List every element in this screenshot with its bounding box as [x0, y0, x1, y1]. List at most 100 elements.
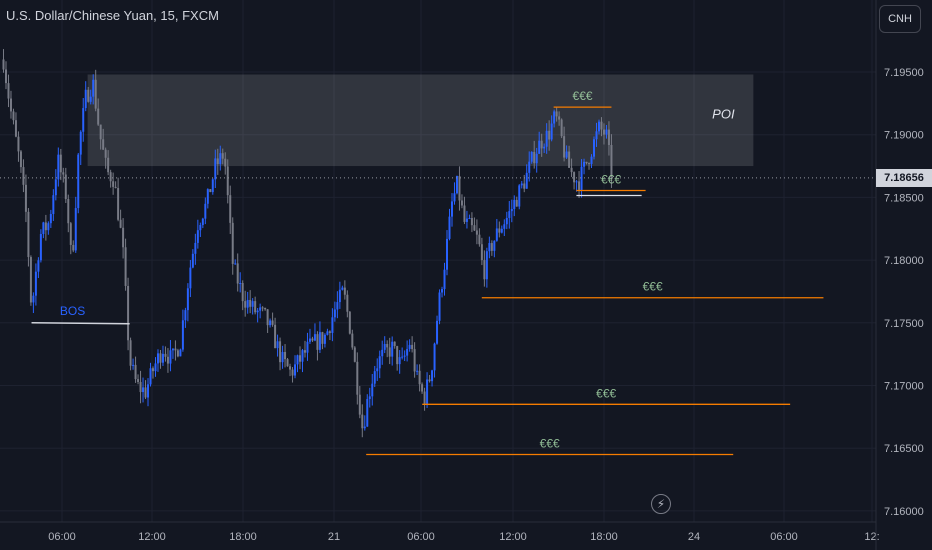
candle-body: [229, 195, 232, 223]
candle-body: [219, 153, 222, 165]
candle-body: [597, 121, 600, 132]
candle-body: [179, 349, 182, 357]
candle-body: [251, 301, 254, 307]
bos-line: [31, 322, 130, 325]
candle-body: [279, 341, 282, 363]
candle-body: [443, 269, 446, 290]
candle-body: [211, 179, 214, 193]
candle-body: [505, 217, 508, 225]
candle-body: [92, 79, 95, 97]
candle-body: [558, 116, 561, 120]
candle-body: [67, 199, 70, 224]
candle-body: [406, 348, 409, 356]
candle-body: [588, 163, 591, 165]
candle-body: [214, 158, 217, 180]
lightning-icon[interactable]: ⚡: [651, 494, 671, 514]
candle-body: [351, 333, 354, 348]
candle-body: [575, 181, 578, 183]
candle-body: [323, 334, 326, 344]
poi-zone: [87, 74, 754, 167]
candle-body: [388, 347, 391, 357]
candle-body: [42, 222, 45, 235]
candle-body: [104, 149, 107, 158]
candle-body: [356, 361, 359, 395]
candle-body: [276, 341, 279, 349]
candle-body: [538, 140, 541, 154]
candle-body: [154, 363, 157, 372]
candle-body: [326, 331, 329, 335]
x-tick-label: 18:00: [229, 531, 257, 543]
candle-body: [176, 350, 179, 357]
candle-body: [431, 370, 434, 382]
candle-body: [535, 153, 538, 164]
candle-body: [421, 384, 424, 392]
candle-body: [204, 203, 207, 219]
candle-body: [488, 243, 491, 252]
chart-title: U.S. Dollar/Chinese Yuan, 15, FXCM: [6, 8, 219, 23]
candle-body: [166, 356, 169, 364]
y-tick-label: 7.19500: [884, 67, 924, 79]
candle-body: [303, 350, 306, 353]
candle-body: [269, 320, 272, 326]
candle-body: [266, 309, 269, 326]
x-tick-label: 12:00: [138, 531, 166, 543]
candle-body: [296, 355, 299, 365]
candle-body: [450, 201, 453, 217]
candle-body: [530, 151, 533, 162]
candle-body: [533, 151, 536, 164]
candle-body: [286, 359, 289, 367]
candle-body: [585, 161, 588, 164]
candle-body: [545, 130, 548, 147]
candle-body: [383, 343, 386, 350]
candle-body: [386, 343, 389, 348]
candle-body: [313, 334, 316, 341]
currency-button[interactable]: CNH: [879, 5, 921, 33]
candle-body: [37, 260, 40, 272]
candle-body: [241, 283, 244, 302]
candle-body: [453, 193, 456, 202]
candle-body: [413, 349, 416, 372]
candle-body: [189, 267, 192, 289]
candle-body: [438, 292, 441, 321]
y-tick-label: 7.16500: [884, 443, 924, 455]
candle-body: [416, 370, 419, 372]
candle-body: [470, 218, 473, 226]
candle-body: [343, 287, 346, 295]
candle-body: [560, 119, 563, 137]
candle-body: [142, 387, 145, 393]
candle-body: [316, 334, 319, 350]
liquidity-level-label: €€€: [596, 386, 616, 400]
candle-body: [436, 320, 439, 344]
candle-body: [602, 129, 605, 135]
candle-body: [184, 310, 187, 321]
candle-body: [308, 338, 311, 342]
candle-body: [14, 120, 17, 137]
candle-body: [478, 234, 481, 245]
candle-body: [378, 356, 381, 369]
candle-body: [224, 158, 227, 167]
candle-body: [525, 172, 528, 189]
x-tick-label: 06:00: [48, 531, 76, 543]
candle-body: [510, 209, 513, 212]
candle-body: [102, 139, 105, 150]
candle-body: [77, 154, 80, 209]
candle-body: [201, 218, 204, 225]
candle-body: [460, 200, 463, 206]
candle-body: [299, 355, 302, 362]
candle-body: [159, 353, 162, 363]
candle-body: [209, 189, 212, 193]
candle-body: [580, 166, 583, 190]
candle-body: [19, 151, 22, 168]
candle-body: [433, 343, 436, 371]
candle-body: [64, 174, 67, 200]
candle-body: [181, 320, 184, 350]
candle-body: [221, 153, 224, 159]
candle-body: [495, 228, 498, 241]
candle-body: [161, 353, 164, 363]
candle-body: [595, 131, 598, 140]
candle-body: [428, 379, 431, 382]
candle-body: [498, 228, 501, 233]
candle-body: [593, 139, 596, 157]
